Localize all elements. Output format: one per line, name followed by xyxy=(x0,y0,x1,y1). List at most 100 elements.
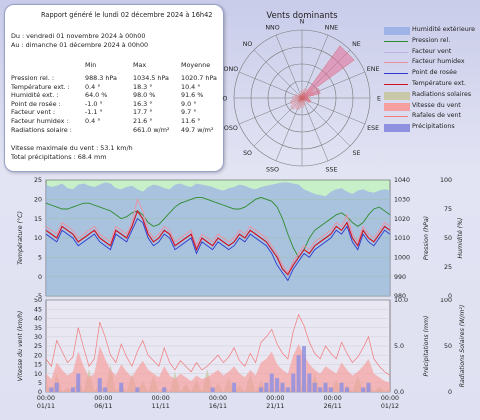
x-tick-time: 00:00 xyxy=(152,395,170,402)
x-tick-time: 00:00 xyxy=(37,395,55,402)
precip-bar xyxy=(275,378,280,392)
rose-label: SE xyxy=(352,150,360,157)
right-tick-label: 1010 xyxy=(394,235,410,242)
right-tick-label: 1040 xyxy=(394,177,410,184)
rose-label: NNO xyxy=(265,24,279,31)
right-tick-label: 1030 xyxy=(394,197,410,204)
x-tick-label: 11/11 xyxy=(152,403,170,410)
left-axis-label: Température (°C) xyxy=(16,211,24,265)
series-line-pression-rel- xyxy=(45,196,391,259)
precip-bar xyxy=(323,382,328,392)
report-row-label: Point de rosée : xyxy=(11,99,61,108)
right-tick-label: 5.0 xyxy=(394,343,404,350)
precip-bar xyxy=(49,387,54,392)
legend-item: Rafales de vent xyxy=(384,111,478,122)
precip-bar xyxy=(302,346,306,392)
right-axis-label-1: Pression (hPa) xyxy=(423,216,430,260)
precip-bar xyxy=(312,382,317,392)
x-tick-label: 21/11 xyxy=(266,403,284,410)
rose-spoke xyxy=(275,35,303,99)
rose-petal xyxy=(301,92,306,99)
right-tick-label-2: 0 xyxy=(448,293,452,300)
rose-spoke xyxy=(301,97,329,161)
precip-bar xyxy=(210,387,215,392)
left-tick-label: 45 xyxy=(34,306,42,313)
rose-spoke xyxy=(301,35,329,99)
total-precip-text: Total précipitations : 68.4 mm xyxy=(11,153,107,161)
legend-item: Point de rosée xyxy=(384,68,478,79)
right-tick-label-2: 50 xyxy=(444,235,452,242)
report-row-avg: 49.7 w/m² xyxy=(181,125,214,134)
precip-bar xyxy=(70,387,75,392)
rose-label: NO xyxy=(243,41,253,48)
right-tick-label: 10.0 xyxy=(394,298,408,304)
rose-petal xyxy=(301,97,311,103)
x-tick-label: 01/11 xyxy=(37,403,55,410)
legend-item: Pression rel. xyxy=(384,36,478,47)
right-axis-label-2: Radiations Solaires (W/m²) xyxy=(458,305,466,388)
precip-bar xyxy=(285,387,290,392)
right-tick-label: 1020 xyxy=(394,216,410,223)
precip-bar xyxy=(119,382,124,392)
precip-bar xyxy=(296,355,301,392)
rose-spoke xyxy=(253,97,303,147)
right-tick-label-2: 50 xyxy=(444,343,452,350)
precip-bar xyxy=(264,382,269,392)
rose-label: ENE xyxy=(367,66,380,73)
right-tick-label: 1000 xyxy=(394,255,410,262)
precip-bar xyxy=(97,378,102,392)
x-tick-time: 00:00 xyxy=(324,395,342,402)
legend-item: Radiations solaires xyxy=(384,90,478,101)
right-tick-label: 990 xyxy=(394,274,406,281)
wind-rose-data xyxy=(290,45,355,110)
rose-label: SSO xyxy=(266,167,279,172)
series-line-point-de-ros-e xyxy=(45,217,391,282)
rose-petal xyxy=(301,87,321,99)
report-row-max: 16.3 ° xyxy=(133,99,153,108)
rose-label: SO xyxy=(243,150,252,157)
rose-label: OSO xyxy=(224,125,238,132)
report-row-min: -1.1 ° xyxy=(85,108,103,117)
left-tick-label: 25 xyxy=(34,343,42,350)
left-tick-label: 10 xyxy=(34,235,42,242)
legend-swatch xyxy=(384,83,408,85)
left-tick-label: 0 xyxy=(38,274,42,281)
series-line-facteur-humidex xyxy=(45,197,391,274)
left-tick-label: 15 xyxy=(34,362,42,369)
report-row-avg: 1020.7 hPa xyxy=(181,74,217,82)
rose-petal xyxy=(292,96,303,100)
right-tick-label: 980 xyxy=(394,293,406,300)
left-tick-label: 50 xyxy=(34,298,42,304)
rose-label: SSE xyxy=(325,167,337,172)
report-row-min: 0.4 ° xyxy=(85,117,101,125)
report-row-max: 98.0 % xyxy=(133,91,156,100)
rose-label: E xyxy=(377,96,381,103)
precip-bar xyxy=(76,373,81,392)
rose-label: NNE xyxy=(325,24,338,31)
col-header-avg: Moyenne xyxy=(181,61,211,69)
right-tick-label: 0.0 xyxy=(394,389,404,396)
legend-swatch xyxy=(384,40,408,42)
rose-petal xyxy=(295,97,303,110)
legend-item: Facteur humidex xyxy=(384,57,478,68)
report-row-avg: 9.0 ° xyxy=(181,99,197,108)
x-tick-time: 00:00 xyxy=(381,395,399,402)
left-tick-label: 20 xyxy=(34,352,42,359)
left-axis-label: Vitesse du vent (km/h) xyxy=(16,311,24,381)
report-row-label: Pression rel. : xyxy=(11,74,54,82)
rose-label: ONO xyxy=(224,66,239,73)
wind-rose: Vents dominants NNNENEENEEESESESSESSSOSO… xyxy=(223,11,381,172)
legend-item: Facteur vent xyxy=(384,47,478,58)
report-row-avg: 10.4 ° xyxy=(181,82,201,91)
left-tick-label: 10 xyxy=(34,371,42,378)
rose-label: N xyxy=(300,19,305,26)
series-gust-line xyxy=(45,313,391,376)
precip-bar xyxy=(366,382,371,392)
precip-bar xyxy=(345,387,349,392)
precip-bar xyxy=(361,387,366,392)
legend-label: Rafales de vent xyxy=(412,112,462,120)
left-tick-label: 5 xyxy=(38,380,42,387)
rose-petal xyxy=(300,95,303,99)
legend-item: Humidité extérieure xyxy=(384,25,478,36)
